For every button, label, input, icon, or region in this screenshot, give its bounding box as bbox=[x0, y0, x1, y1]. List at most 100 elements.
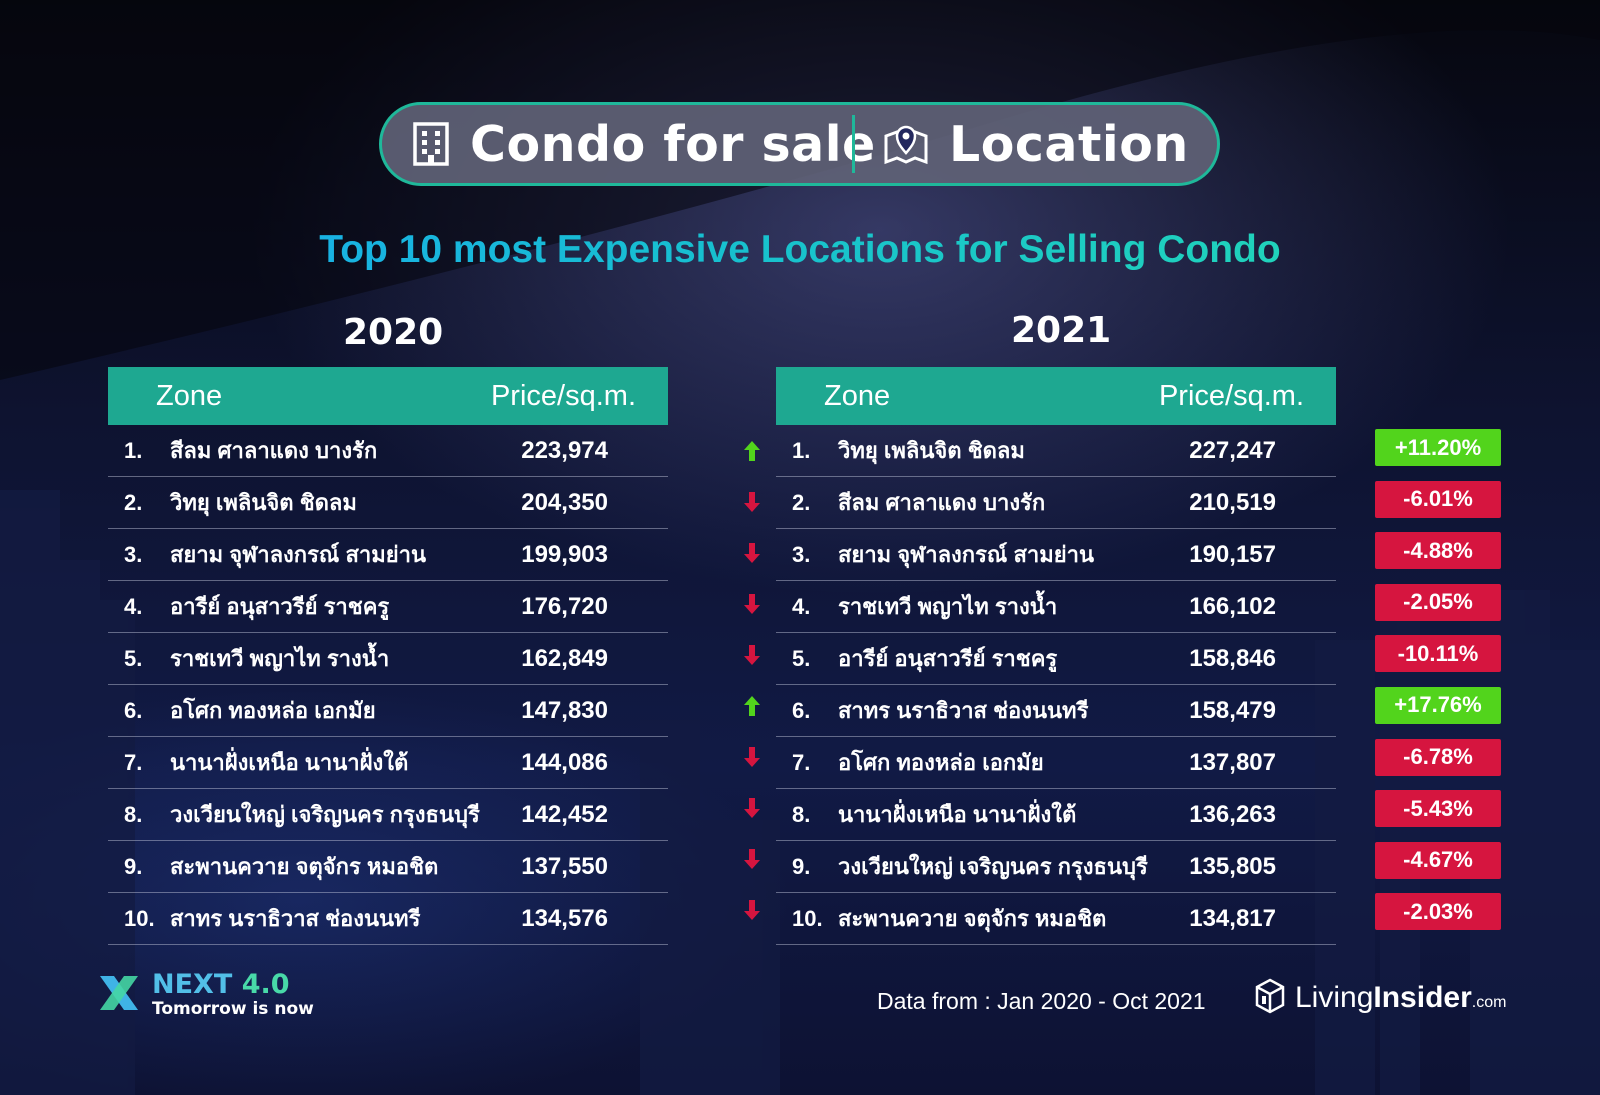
chart-subtitle: Top 10 most Expensive Locations for Sell… bbox=[0, 228, 1600, 272]
zone-name: สยาม จุฬาลงกรณ์ สามย่าน bbox=[838, 542, 1095, 567]
price-value: 134,817 bbox=[1189, 904, 1276, 932]
zone-name: วิทยุ เพลินจิต ชิดลม bbox=[838, 438, 1025, 463]
rank-number: 2. bbox=[124, 489, 143, 515]
change-badge: -2.05% bbox=[1375, 583, 1501, 621]
header-pill: Condo for sale Location bbox=[379, 102, 1220, 186]
zone-name: สะพานควาย จตุจักร หมอชิต bbox=[170, 854, 439, 879]
zone-name: สะพานควาย จตุจักร หมอชิต bbox=[838, 906, 1107, 931]
down-arrow-icon bbox=[738, 731, 766, 782]
next-brand: NEXT 4.0 Tomorrow is now bbox=[96, 970, 314, 1020]
rank-number: 6. bbox=[792, 697, 811, 723]
price-value: 204,350 bbox=[521, 488, 608, 516]
rank-number: 8. bbox=[124, 801, 143, 827]
table-row: 3. สยาม จุฬาลงกรณ์ สามย่าน 190,157 bbox=[776, 529, 1336, 581]
table-row: 8. วงเวียนใหญ่ เจริญนคร กรุงธนบุรี 142,452 bbox=[108, 789, 668, 841]
zone-name: วงเวียนใหญ่ เจริญนคร กรุงธนบุรี bbox=[170, 802, 480, 827]
down-arrow-icon bbox=[738, 527, 766, 578]
table-row: 9. สะพานควาย จตุจักร หมอชิต 137,550 bbox=[108, 841, 668, 893]
table-row: 10. สะพานควาย จตุจักร หมอชิต 134,817 bbox=[776, 893, 1336, 945]
price-value: 227,247 bbox=[1189, 436, 1276, 464]
table-row: 1. สีลม ศาลาแดง บางรัก 223,974 bbox=[108, 425, 668, 477]
zone-column-header: Zone bbox=[824, 379, 891, 412]
year-2021-heading: 2021 bbox=[1011, 310, 1112, 351]
price-value: 137,550 bbox=[521, 852, 608, 880]
price-value: 135,805 bbox=[1189, 852, 1276, 880]
brand-tagline: Tomorrow is now bbox=[152, 999, 314, 1019]
logo-insider: Insider bbox=[1373, 981, 1472, 1014]
zone-name: อารีย์ อนุสาวรีย์ ราชครู bbox=[838, 646, 1058, 671]
down-arrow-icon bbox=[738, 782, 766, 833]
price-value: 137,807 bbox=[1189, 748, 1276, 776]
price-value: 162,849 bbox=[521, 644, 608, 672]
rank-number: 3. bbox=[124, 541, 143, 567]
table-2020: Zone Price/sq.m. 1. สีลม ศาลาแดง บางรัก 22… bbox=[108, 367, 668, 945]
rank-number: 5. bbox=[124, 645, 143, 671]
change-badge: -5.43% bbox=[1375, 790, 1501, 828]
price-value: 190,157 bbox=[1189, 540, 1276, 568]
table-row: 6. อโศก ทองหล่อ เอกมัย 147,830 bbox=[108, 685, 668, 737]
rank-number: 1. bbox=[792, 437, 811, 463]
down-arrow-icon bbox=[738, 629, 766, 680]
header-left-label: Condo for sale bbox=[470, 115, 876, 173]
cube-logo-icon bbox=[1255, 978, 1285, 1018]
rank-number: 9. bbox=[124, 853, 143, 879]
table-row: 8. นานาฝั่งเหนือ นานาฝั่งใต้ 136,263 bbox=[776, 789, 1336, 841]
zone-column-header: Zone bbox=[156, 379, 223, 412]
change-badge: -4.88% bbox=[1375, 532, 1501, 570]
zone-name: สาทร นราธิวาส ช่องนนทรี bbox=[838, 698, 1089, 723]
price-value: 158,846 bbox=[1189, 644, 1276, 672]
brand-title: NEXT 4.0 bbox=[152, 971, 314, 999]
price-value: 136,263 bbox=[1189, 800, 1276, 828]
down-arrow-icon bbox=[738, 578, 766, 629]
price-value: 142,452 bbox=[521, 800, 608, 828]
pill-right-section: Location bbox=[883, 116, 1189, 173]
change-badge: -4.67% bbox=[1375, 841, 1501, 879]
up-arrow-icon bbox=[738, 680, 766, 731]
rank-number: 3. bbox=[792, 541, 811, 567]
price-value: 166,102 bbox=[1189, 592, 1276, 620]
logo-wordmark: LivingInsider.com bbox=[1295, 981, 1506, 1015]
rank-number: 4. bbox=[124, 593, 143, 619]
rank-number: 2. bbox=[792, 489, 811, 515]
change-badge: -2.03% bbox=[1375, 893, 1501, 931]
logo-living: Living bbox=[1295, 981, 1374, 1014]
up-arrow-icon bbox=[738, 425, 766, 476]
rank-number: 8. bbox=[792, 801, 811, 827]
table-row: 2. สีลม ศาลาแดง บางรัก 210,519 bbox=[776, 477, 1336, 529]
table-row: 3. สยาม จุฬาลงกรณ์ สามย่าน 199,903 bbox=[108, 529, 668, 581]
pill-left-section: Condo for sale bbox=[412, 116, 875, 173]
price-value: 210,519 bbox=[1189, 488, 1276, 516]
table-row: 10. สาทร นราธิวาส ช่องนนทรี 134,576 bbox=[108, 893, 668, 945]
rank-number: 7. bbox=[124, 749, 143, 775]
table-header: Zone Price/sq.m. bbox=[108, 367, 668, 425]
building-icon bbox=[412, 122, 450, 166]
map-pin-icon bbox=[883, 122, 929, 166]
price-value: 144,086 bbox=[521, 748, 608, 776]
table-row: 4. ราชเทวี พญาไท รางน้ำ 166,102 bbox=[776, 581, 1336, 633]
table-row: 5. ราชเทวี พญาไท รางน้ำ 162,849 bbox=[108, 633, 668, 685]
rank-number: 6. bbox=[124, 697, 143, 723]
zone-name: สีลม ศาลาแดง บางรัก bbox=[838, 490, 1046, 515]
price-column-header: Price/sq.m. bbox=[490, 379, 636, 412]
data-source-note: Data from : Jan 2020 - Oct 2021 bbox=[877, 988, 1206, 1014]
table-2021: Zone Price/sq.m. 1. วิทยุ เพลินจิต ชิดลม 2… bbox=[776, 367, 1336, 945]
rank-number: 1. bbox=[124, 437, 143, 463]
zone-name: อโศก ทองหล่อ เอกมัย bbox=[838, 750, 1044, 775]
next-logo-icon bbox=[96, 970, 142, 1020]
zone-name: สีลม ศาลาแดง บางรัก bbox=[170, 438, 378, 463]
price-column-header: Price/sq.m. bbox=[1158, 379, 1304, 412]
table-header: Zone Price/sq.m. bbox=[776, 367, 1336, 425]
zone-name: ราชเทวี พญาไท รางน้ำ bbox=[838, 594, 1058, 619]
table-row: 4. อารีย์ อนุสาวรีย์ ราชครู 176,720 bbox=[108, 581, 668, 633]
zone-name: อโศก ทองหล่อ เอกมัย bbox=[170, 698, 376, 723]
rank-number: 10. bbox=[124, 905, 155, 931]
table-row: 9. วงเวียนใหญ่ เจริญนคร กรุงธนบุรี 135,805 bbox=[776, 841, 1336, 893]
price-value: 199,903 bbox=[521, 540, 608, 568]
rank-number: 4. bbox=[792, 593, 811, 619]
zone-name: นานาฝั่งเหนือ นานาฝั่งใต้ bbox=[838, 802, 1077, 827]
zone-name: นานาฝั่งเหนือ นานาฝั่งใต้ bbox=[170, 750, 409, 775]
zone-name: สาทร นราธิวาส ช่องนนทรี bbox=[170, 906, 421, 931]
down-arrow-icon bbox=[738, 884, 766, 935]
price-value: 158,479 bbox=[1189, 696, 1276, 724]
zone-name: วงเวียนใหญ่ เจริญนคร กรุงธนบุรี bbox=[838, 854, 1148, 879]
